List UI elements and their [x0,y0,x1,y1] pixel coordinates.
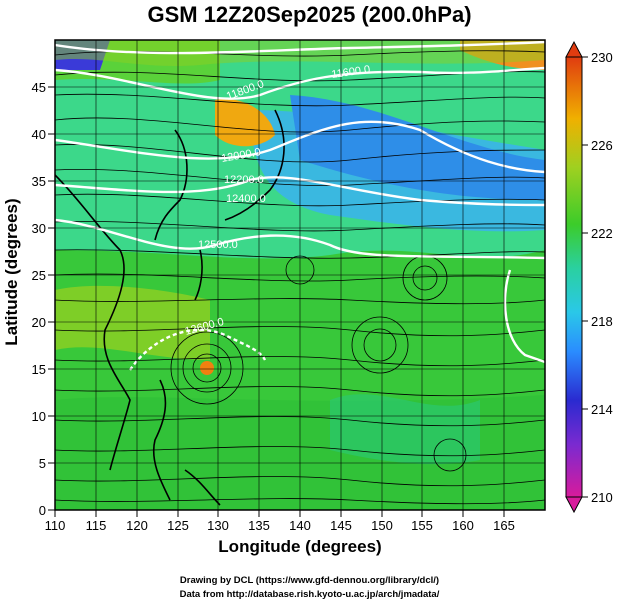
x-tick-label: 120 [126,518,148,533]
x-tick-label: 150 [371,518,393,533]
y-tick-label: 0 [39,503,46,518]
colorbar-min-arrow [565,496,583,514]
y-tick-labels: 0 5 10 15 20 25 30 35 40 45 [32,80,46,518]
x-tick-marks [54,510,505,517]
x-tick-label: 130 [207,518,229,533]
y-tick-label: 20 [32,315,46,330]
colorbar-tick-label: 210 [591,490,613,505]
y-tick-label: 25 [32,268,46,283]
coastlines [55,109,285,506]
x-tick-label: 110 [45,518,66,533]
x-tick-label: 165 [493,518,515,533]
x-tick-label: 125 [167,518,189,533]
credit-data-source: Data from http://database.rish.kyoto-u.a… [179,589,440,600]
colorbar-tick-label: 214 [591,402,613,417]
x-tick-label: 155 [411,518,433,533]
y-tick-label: 15 [32,362,46,377]
x-tick-label: 115 [86,518,107,533]
contour-label-11600: 11600.0 [331,64,371,81]
x-tick-label: 135 [248,518,270,533]
grid-lines [55,40,545,510]
y-axis-label: Latitude (degrees) [2,198,21,346]
y-tick-label: 10 [32,409,46,424]
x-tick-labels: 110 115 120 125 130 135 140 145 150 155 … [45,518,515,533]
map-title: GSM 12Z20Sep2025 (200.0hPa) [147,2,472,27]
contour-label-12400: 12400.0 [226,193,266,205]
contour-label-12500: 12500.0 [198,239,238,251]
y-tick-label: 45 [32,80,46,95]
colorbar: 230 226 222 218 214 210 [565,40,613,514]
x-axis-label: Longitude (degrees) [218,537,382,556]
y-tick-label: 5 [39,456,46,471]
colorbar-tick-label: 218 [591,314,613,329]
y-tick-label: 40 [32,127,46,142]
colorbar-tick-label: 230 [591,50,613,65]
x-tick-label: 160 [452,518,474,533]
credit-drawing: Drawing by DCL (https://www.gfd-dennou.o… [179,575,440,586]
y-tick-marks [48,86,55,511]
colorbar-gradient [565,56,583,498]
y-tick-label: 35 [32,174,46,189]
y-tick-label: 30 [32,221,46,236]
colorbar-max-arrow [565,40,583,58]
colorbar-tick-label: 226 [591,138,613,153]
x-tick-label: 145 [330,518,352,533]
colorbar-tick-label: 222 [591,226,613,241]
x-tick-label: 140 [289,518,311,533]
contour-label-12200: 12200.0 [224,174,264,186]
